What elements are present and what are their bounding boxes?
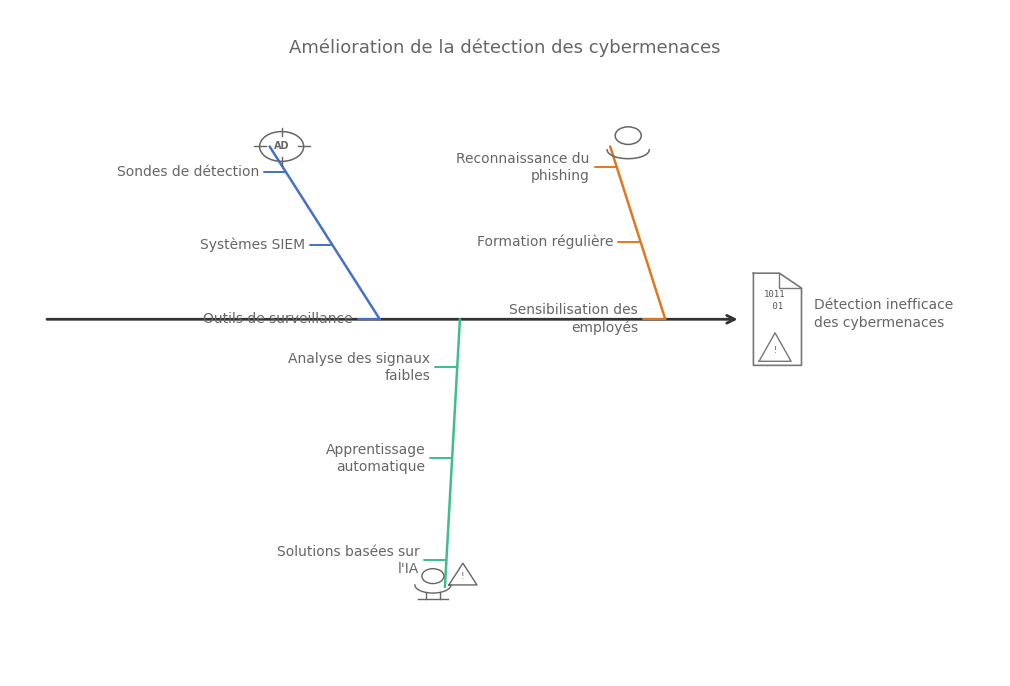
Text: Apprentissage
automatique: Apprentissage automatique (325, 443, 425, 474)
Text: 1011
 01: 1011 01 (765, 290, 786, 311)
Text: Solutions basées sur
l'IA: Solutions basées sur l'IA (277, 545, 419, 576)
Text: AD: AD (274, 141, 290, 152)
Text: Reconnaissance du
phishing: Reconnaissance du phishing (457, 152, 590, 183)
Text: Amélioration de la détection des cybermenaces: Amélioration de la détection des cyberme… (289, 39, 721, 58)
Text: Sondes de détection: Sondes de détection (117, 165, 260, 180)
Text: Analyse des signaux
faibles: Analyse des signaux faibles (288, 352, 430, 383)
Text: !: ! (774, 346, 777, 355)
Text: Détection inefficace
des cybermenaces: Détection inefficace des cybermenaces (813, 298, 952, 330)
Text: Formation régulière: Formation régulière (477, 235, 613, 249)
Text: Sensibilisation des
employés: Sensibilisation des employés (509, 303, 638, 335)
Text: !: ! (462, 572, 465, 581)
Text: Outils de surveillance: Outils de surveillance (203, 312, 352, 327)
Text: Systèmes SIEM: Systèmes SIEM (200, 238, 305, 252)
